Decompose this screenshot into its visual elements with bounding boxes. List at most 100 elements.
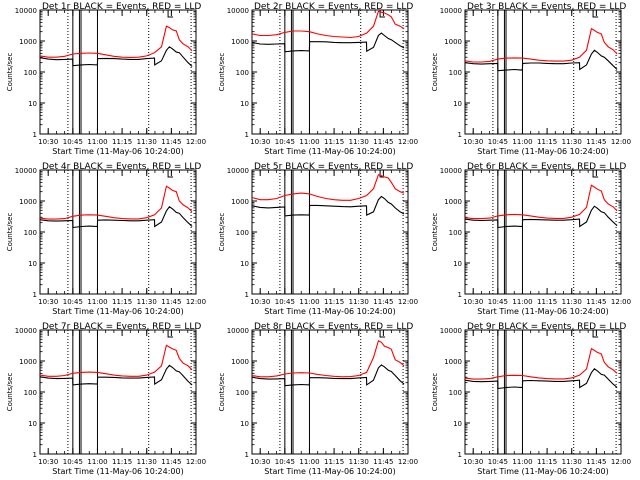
x-tick-label: 10:45 bbox=[488, 298, 508, 306]
y-tick-label: 10 bbox=[28, 100, 37, 108]
x-tick-label: 10:45 bbox=[63, 458, 83, 466]
lld-series-line bbox=[251, 174, 405, 201]
y-tick-label: 1 bbox=[245, 291, 249, 299]
panel-title: Det 3r BLACK = Events, RED = LLD bbox=[467, 2, 626, 12]
y-tick-label: 1 bbox=[33, 291, 37, 299]
y-tick-label: 100 bbox=[449, 69, 462, 77]
x-tick-label: 10:30 bbox=[463, 138, 483, 146]
x-tick-label: 12:00 bbox=[186, 298, 206, 306]
x-tick-label: 11:15 bbox=[112, 138, 132, 146]
y-tick-label: 10000 bbox=[15, 327, 37, 335]
y-tick-label: 100 bbox=[24, 229, 37, 237]
x-axis-label: Start Time (11-May-06 10:24:00) bbox=[264, 307, 395, 316]
y-tick-label: 10000 bbox=[15, 167, 37, 175]
x-tick-label: 10:45 bbox=[275, 138, 295, 146]
x-tick-label: 11:00 bbox=[299, 138, 319, 146]
y-tick-label: 10 bbox=[453, 100, 462, 108]
x-tick-label: 11:00 bbox=[512, 298, 532, 306]
y-tick-label: 10 bbox=[453, 260, 462, 268]
lld-series-line bbox=[39, 25, 193, 58]
y-tick-label: 1 bbox=[458, 451, 462, 459]
x-tick-label: 10:30 bbox=[38, 138, 58, 146]
events-series-line bbox=[251, 364, 405, 387]
x-tick-label: 10:30 bbox=[250, 298, 270, 306]
x-tick-label: 11:45 bbox=[161, 298, 181, 306]
panel-title: Det 2r BLACK = Events, RED = LLD bbox=[254, 2, 413, 12]
y-tick-label: 1000 bbox=[19, 38, 37, 46]
y-tick-label: 1000 bbox=[444, 358, 462, 366]
top-bracket-marker bbox=[592, 330, 599, 338]
top-bracket-marker bbox=[379, 330, 386, 338]
x-tick-label: 11:00 bbox=[512, 138, 532, 146]
panel-title: Det 8r BLACK = Events, RED = LLD bbox=[254, 322, 413, 332]
events-series-line bbox=[39, 364, 193, 386]
y-tick-label: 10000 bbox=[227, 327, 249, 335]
y-tick-label: 10000 bbox=[15, 7, 37, 15]
x-tick-label: 11:45 bbox=[586, 138, 606, 146]
x-tick-label: 11:45 bbox=[161, 458, 181, 466]
x-tick-label: 12:00 bbox=[611, 138, 631, 146]
x-tick-label: 11:15 bbox=[537, 138, 557, 146]
events-series-line bbox=[39, 46, 193, 67]
detector-panel: Det 3r BLACK = Events, RED = LLD Counts/s… bbox=[431, 2, 631, 156]
x-tick-label: 11:00 bbox=[87, 298, 107, 306]
x-tick-label: 11:30 bbox=[137, 138, 157, 146]
y-tick-label: 100 bbox=[24, 69, 37, 77]
y-axis-label: Counts/sec bbox=[6, 53, 14, 92]
y-tick-label: 100 bbox=[236, 229, 249, 237]
panel-title: Det 7r BLACK = Events, RED = LLD bbox=[42, 322, 201, 332]
x-tick-label: 11:15 bbox=[537, 458, 557, 466]
x-tick-label: 11:30 bbox=[349, 458, 369, 466]
x-tick-label: 12:00 bbox=[398, 458, 418, 466]
x-axis-label: Start Time (11-May-06 10:24:00) bbox=[52, 147, 183, 156]
x-tick-label: 11:30 bbox=[137, 458, 157, 466]
x-axis-label: Start Time (11-May-06 10:24:00) bbox=[477, 147, 608, 156]
x-tick-label: 10:45 bbox=[63, 298, 83, 306]
y-tick-label: 10 bbox=[28, 420, 37, 428]
panel-title: Det 6r BLACK = Events, RED = LLD bbox=[467, 162, 626, 172]
y-tick-label: 100 bbox=[449, 229, 462, 237]
y-axis-label: Counts/sec bbox=[6, 213, 14, 252]
y-tick-label: 100 bbox=[24, 389, 37, 397]
x-tick-label: 10:45 bbox=[275, 458, 295, 466]
detector-panel: Det 9r BLACK = Events, RED = LLD Counts/s… bbox=[431, 322, 631, 476]
y-tick-label: 1000 bbox=[231, 358, 249, 366]
x-tick-label: 10:30 bbox=[463, 298, 483, 306]
y-tick-label: 1000 bbox=[19, 198, 37, 206]
x-tick-label: 11:15 bbox=[537, 298, 557, 306]
x-tick-label: 11:15 bbox=[112, 458, 132, 466]
lld-series-line bbox=[464, 184, 618, 220]
plot-frame bbox=[251, 9, 409, 135]
x-tick-label: 11:45 bbox=[373, 458, 393, 466]
y-axis-label: Counts/sec bbox=[218, 213, 226, 252]
plot-frame bbox=[464, 329, 622, 455]
lld-series-line bbox=[464, 27, 618, 63]
panel-title: Det 9r BLACK = Events, RED = LLD bbox=[467, 322, 626, 332]
plot-frame bbox=[464, 169, 622, 295]
events-series-line bbox=[464, 205, 618, 229]
detector-panel: Det 1r BLACK = Events, RED = LLD Counts/s… bbox=[6, 2, 206, 156]
y-axis-label: Counts/sec bbox=[431, 53, 439, 92]
y-tick-label: 10000 bbox=[440, 167, 462, 175]
x-tick-label: 11:30 bbox=[137, 298, 157, 306]
lld-series-line bbox=[39, 185, 193, 220]
top-bracket-marker bbox=[167, 330, 174, 338]
y-tick-label: 100 bbox=[236, 69, 249, 77]
plot-frame bbox=[251, 329, 409, 455]
y-tick-label: 10 bbox=[240, 260, 249, 268]
y-tick-label: 10 bbox=[240, 420, 249, 428]
x-tick-label: 11:45 bbox=[586, 298, 606, 306]
y-axis-label: Counts/sec bbox=[431, 373, 439, 412]
y-tick-label: 10000 bbox=[440, 7, 462, 15]
lld-series-line bbox=[39, 344, 193, 377]
x-tick-label: 11:30 bbox=[349, 298, 369, 306]
plot-frame bbox=[251, 169, 409, 295]
y-tick-label: 10 bbox=[28, 260, 37, 268]
x-tick-label: 12:00 bbox=[611, 458, 631, 466]
top-bracket-marker bbox=[167, 10, 174, 18]
plot-frame bbox=[39, 169, 197, 295]
events-series-line bbox=[464, 368, 618, 390]
lld-series-line bbox=[464, 347, 618, 380]
y-tick-label: 1000 bbox=[444, 38, 462, 46]
